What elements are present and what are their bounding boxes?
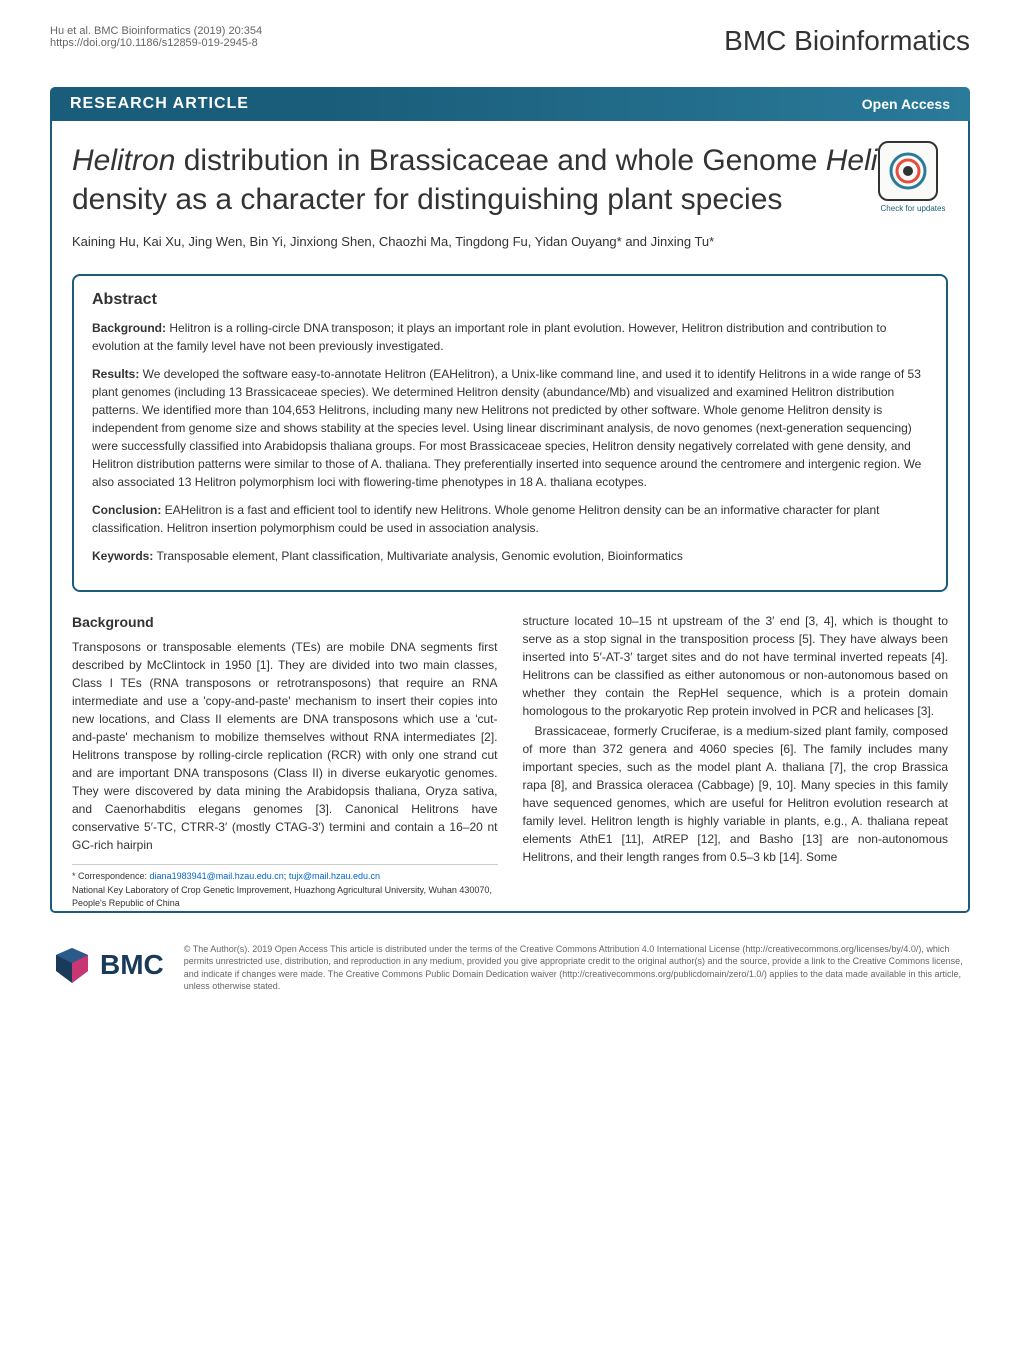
header-top: Hu et al. BMC Bioinformatics (2019) 20:3… bbox=[0, 0, 1020, 67]
title-text-2: density as a character for distinguishin… bbox=[72, 183, 782, 216]
citation: Hu et al. BMC Bioinformatics (2019) 20:3… bbox=[50, 25, 262, 37]
abstract-heading: Abstract bbox=[92, 291, 928, 309]
correspondence-email-1[interactable]: diana1983941@mail.hzau.edu.cn bbox=[150, 871, 284, 881]
title-italic-1: Helitron bbox=[72, 144, 175, 177]
correspondence-label: * Correspondence: bbox=[72, 871, 150, 881]
abstract-box: Abstract Background: Helitron is a rolli… bbox=[72, 274, 948, 592]
journal-name: BMC Bioinformatics bbox=[724, 25, 970, 57]
body-columns: Background Transposons or transposable e… bbox=[72, 612, 948, 911]
abstract-results-text: We developed the software easy-to-annota… bbox=[92, 367, 921, 489]
article-title: Helitron distribution in Brassicaceae an… bbox=[72, 141, 948, 219]
check-updates-icon bbox=[878, 141, 938, 201]
correspondence-affiliation: National Key Laboratory of Crop Genetic … bbox=[72, 884, 498, 911]
background-heading: Background bbox=[72, 612, 498, 633]
bmc-logo: BMC bbox=[50, 943, 164, 988]
column-left: Background Transposons or transposable e… bbox=[72, 612, 498, 911]
footer: BMC © The Author(s). 2019 Open Access Th… bbox=[0, 928, 1020, 1008]
article-type-label: RESEARCH ARTICLE bbox=[70, 95, 249, 113]
doi: https://doi.org/10.1186/s12859-019-2945-… bbox=[50, 37, 262, 49]
keywords-text: Transposable element, Plant classificati… bbox=[153, 549, 683, 563]
col2-paragraph-2: Brassicaceae, formerly Cruciferae, is a … bbox=[523, 722, 949, 866]
journal-info: Hu et al. BMC Bioinformatics (2019) 20:3… bbox=[50, 25, 262, 49]
check-updates-text: Check for updates bbox=[878, 204, 948, 213]
authors-list: Kaining Hu, Kai Xu, Jing Wen, Bin Yi, Ji… bbox=[72, 234, 948, 249]
correspondence-email-2[interactable]: tujx@mail.hzau.edu.cn bbox=[289, 871, 380, 881]
keywords-label: Keywords: bbox=[92, 549, 153, 563]
abstract-conclusion-label: Conclusion: bbox=[92, 503, 161, 517]
abstract-results-label: Results: bbox=[92, 367, 139, 381]
content-wrap: Check for updates Helitron distribution … bbox=[50, 121, 970, 913]
abstract-background: Background: Helitron is a rolling-circle… bbox=[92, 319, 928, 355]
bmc-icon bbox=[50, 943, 95, 988]
abstract-conclusion-text: EAHelitron is a fast and efficient tool … bbox=[92, 503, 879, 535]
open-access-label: Open Access bbox=[862, 96, 950, 112]
abstract-keywords: Keywords: Transposable element, Plant cl… bbox=[92, 547, 928, 565]
abstract-background-label: Background: bbox=[92, 321, 166, 335]
check-updates-badge[interactable]: Check for updates bbox=[878, 141, 948, 213]
title-text-1: distribution in Brassicaceae and whole G… bbox=[175, 144, 825, 177]
column-right: structure located 10–15 nt upstream of t… bbox=[523, 612, 949, 911]
license-text: © The Author(s). 2019 Open Access This a… bbox=[184, 943, 970, 993]
abstract-background-text: Helitron is a rolling-circle DNA transpo… bbox=[92, 321, 886, 353]
col1-paragraph: Transposons or transposable elements (TE… bbox=[72, 638, 498, 854]
col2-paragraph-1: structure located 10–15 nt upstream of t… bbox=[523, 612, 949, 720]
article-label-bar: RESEARCH ARTICLE Open Access bbox=[50, 87, 970, 121]
bmc-text: BMC bbox=[100, 949, 164, 981]
abstract-results: Results: We developed the software easy-… bbox=[92, 365, 928, 491]
correspondence-block: * Correspondence: diana1983941@mail.hzau… bbox=[72, 864, 498, 911]
abstract-conclusion: Conclusion: EAHelitron is a fast and eff… bbox=[92, 501, 928, 537]
